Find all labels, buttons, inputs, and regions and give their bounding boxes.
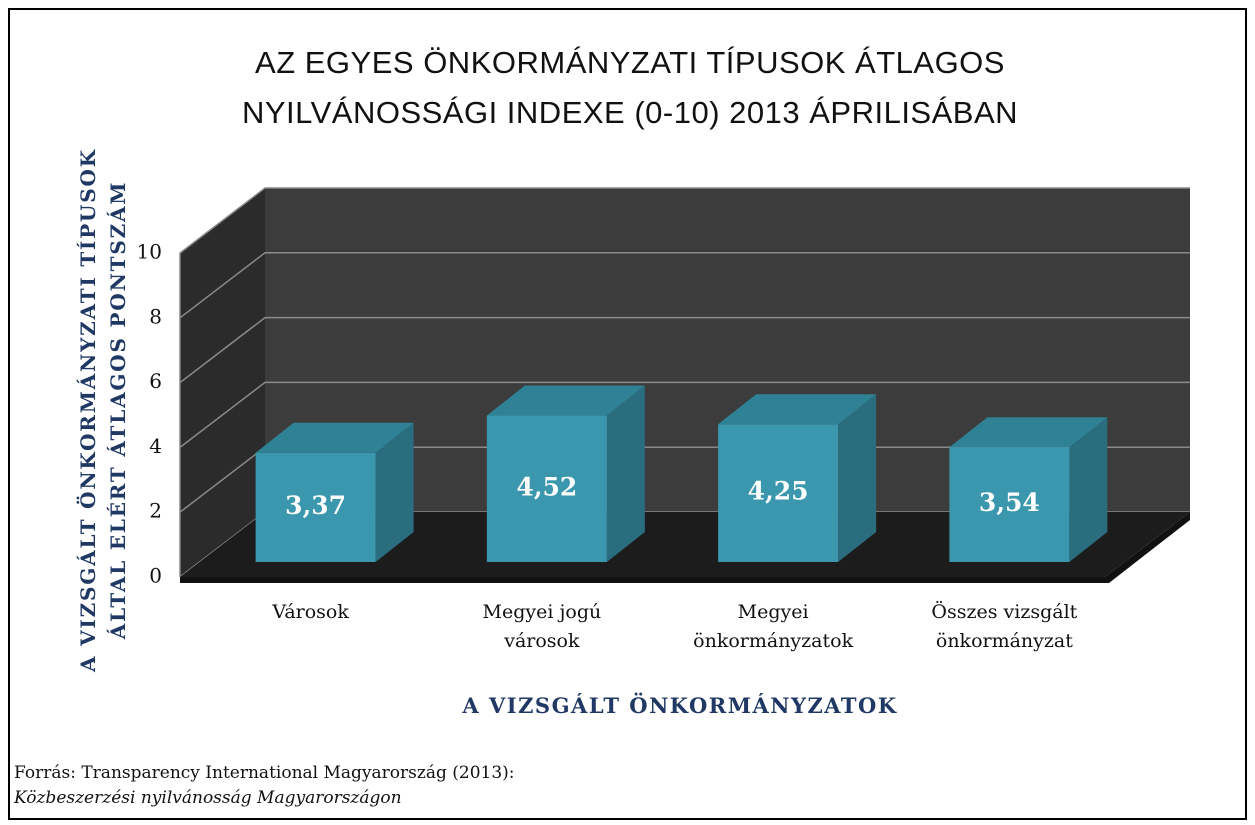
bar: [718, 424, 839, 562]
bar-top: [486, 385, 645, 416]
bar-top: [949, 417, 1108, 448]
bar-side: [606, 385, 645, 562]
source: Közbeszerzési nyilvánosság Magyarországo…: [14, 788, 402, 808]
floor: [180, 512, 1190, 577]
y-tick-label: 2: [149, 499, 162, 523]
bar-side: [838, 394, 877, 562]
bar: [486, 415, 607, 562]
bar-side: [375, 422, 414, 562]
y-axis-label: A VIZSGÁLT ÖNKORMÁNYZATI TÍPUSOK ÁLTAL E…: [76, 148, 130, 672]
bar: [255, 452, 376, 562]
bar-side: [1069, 417, 1108, 562]
source: Forrás: Transparency International Magya…: [14, 763, 515, 783]
value-label: 3,37: [285, 491, 346, 520]
y-tick-label: 8: [149, 304, 162, 328]
grid-line: [179, 381, 1190, 448]
value-label: 3,54: [979, 488, 1040, 517]
grid-line: [179, 252, 1190, 319]
bar-top: [255, 422, 414, 453]
y-tick-label: 0: [149, 564, 162, 588]
x-tick-label: Városok: [272, 601, 349, 623]
chart-title: AZ EGYES ÖNKORMÁNYZATI TÍPUSOK ÁTLAGOS N…: [241, 45, 1019, 130]
x-tick-label: Összes vizsgált önkormányzat: [931, 601, 1078, 652]
x-axis-label: A VIZSGÁLT ÖNKORMÁNYZATOK: [462, 693, 898, 718]
value-label: 4,25: [748, 477, 809, 506]
grid-line: [179, 316, 1190, 384]
y-tick-label: 10: [137, 240, 162, 264]
y-tick-label: 4: [149, 434, 162, 458]
bar: [949, 447, 1070, 562]
grid-line: [179, 187, 1190, 254]
x-tick-label: Megyei önkormányzatok: [693, 601, 854, 652]
bar-top: [718, 394, 877, 425]
y-tick-label: 6: [149, 369, 162, 393]
frame: [8, 8, 1247, 820]
x-tick-label: Megyei jogú városok: [482, 601, 602, 652]
value-label: 4,52: [516, 472, 577, 501]
side-wall: [180, 188, 265, 577]
